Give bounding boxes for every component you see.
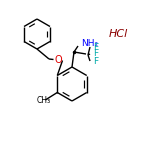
Text: F: F (93, 50, 98, 59)
Text: CH₃: CH₃ (36, 96, 50, 105)
Text: F: F (93, 57, 98, 66)
Text: NH₂: NH₂ (81, 38, 98, 47)
Text: O: O (54, 55, 62, 65)
Text: HCl: HCl (108, 29, 128, 39)
Text: F: F (93, 43, 98, 52)
